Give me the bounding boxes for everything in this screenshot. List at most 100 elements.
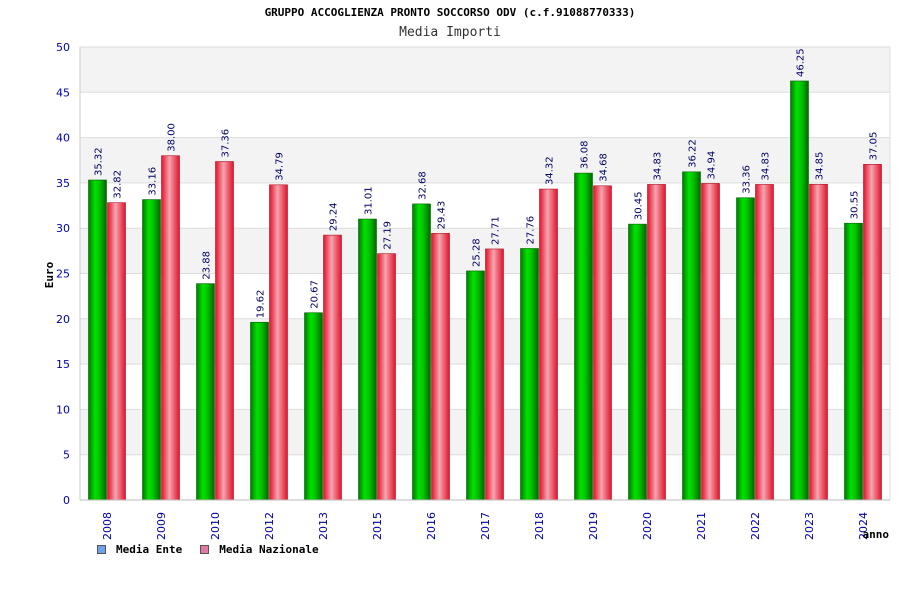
data-label: 27.19 [383, 221, 394, 250]
bar-media-nazionale [593, 185, 612, 501]
data-label: 25.28 [472, 238, 483, 267]
data-label: 36.08 [580, 140, 591, 169]
data-label: 33.36 [742, 165, 753, 194]
y-tick-label: 10 [56, 403, 70, 416]
bar-media-nazionale [863, 164, 882, 501]
bar-media-nazionale [269, 184, 288, 501]
data-label: 23.88 [202, 251, 213, 280]
grid-band [80, 47, 890, 93]
bar-media-nazionale [377, 253, 396, 501]
bar-media-ente [628, 223, 647, 501]
y-tick-label: 15 [56, 358, 70, 371]
y-tick-label: 50 [56, 41, 70, 54]
grid-band [80, 409, 890, 455]
y-tick-label: 20 [56, 313, 70, 326]
bar-media-nazionale [755, 184, 774, 501]
bar-media-nazionale [215, 161, 234, 501]
data-label: 20.67 [310, 280, 321, 309]
data-label: 36.22 [688, 139, 699, 168]
bar-media-nazionale [647, 184, 666, 501]
bars [88, 80, 882, 501]
x-tick-label: 2013 [317, 512, 330, 540]
x-tick-label: 2020 [641, 512, 654, 540]
data-label: 29.43 [437, 201, 448, 230]
data-label: 34.85 [815, 152, 826, 181]
x-tick-label: 2019 [587, 512, 600, 540]
x-tick-labels: 2008 2009 2010 2012 2013 2015 2016 2017 2018 2019… [101, 512, 870, 540]
data-label: 19.62 [256, 290, 267, 319]
bar-media-ente [466, 270, 485, 501]
legend-item-media-ente: Media Ente [97, 543, 182, 556]
chart-title: GRUPPO ACCOGLIENZA PRONTO SOCCORSO ODV (… [264, 6, 636, 19]
bar-media-ente [574, 172, 593, 501]
x-axis-label: anno [863, 528, 890, 541]
data-labels: 35.32 32.82 33.16 38.00 23.88 37.36 19.62 34.79… [94, 48, 880, 318]
data-label: 33.16 [148, 167, 159, 196]
x-tick-label: 2016 [425, 512, 438, 540]
grid-band [80, 228, 890, 274]
bar-media-ente [682, 171, 701, 501]
data-label: 34.68 [599, 153, 610, 182]
legend-label-media-ente: Media Ente [116, 543, 183, 556]
x-tick-label: 2015 [371, 512, 384, 540]
grid-bands [80, 47, 890, 455]
data-label: 27.76 [526, 216, 537, 245]
x-tick-label: 2017 [479, 512, 492, 540]
data-label: 37.05 [869, 132, 880, 161]
x-tick-label: 2024 [857, 512, 870, 540]
grid-band [80, 137, 890, 183]
legend-swatch-media-ente [97, 545, 106, 554]
bar-media-ente [412, 203, 431, 501]
x-tick-label: 2018 [533, 512, 546, 540]
x-tick-label: 2008 [101, 512, 114, 540]
bar-media-ente [196, 283, 215, 501]
data-label: 27.71 [491, 216, 502, 245]
bar-media-ente [790, 80, 809, 501]
data-label: 37.36 [221, 129, 232, 158]
data-label: 31.01 [364, 186, 375, 215]
bar-media-ente [844, 222, 863, 501]
bar-media-ente [304, 312, 323, 501]
grid-band [80, 318, 890, 365]
data-label: 34.32 [545, 156, 556, 185]
x-tick-label: 2023 [803, 512, 816, 540]
legend-swatch-media-nazionale [200, 545, 210, 554]
bar-media-nazionale [539, 188, 558, 501]
data-label: 34.83 [761, 152, 772, 181]
y-tick-labels: 0 5 10 15 20 25 30 35 40 45 50 [56, 41, 70, 507]
bar-media-nazionale [323, 234, 342, 501]
bar-media-ente [358, 218, 377, 501]
data-label: 32.68 [418, 171, 429, 200]
bar-media-nazionale [701, 183, 720, 501]
bar-media-nazionale [107, 202, 126, 501]
bar-media-ente [736, 197, 755, 501]
bar-media-ente [142, 199, 161, 501]
bar-media-nazionale [431, 233, 450, 501]
bar-media-nazionale [161, 155, 180, 501]
data-label: 34.94 [707, 151, 718, 180]
legend-item-media-nazionale: Media Nazionale [200, 543, 319, 556]
data-label: 30.45 [634, 191, 645, 220]
y-tick-label: 25 [56, 268, 70, 281]
data-label: 46.25 [796, 48, 807, 77]
bar-media-nazionale [809, 183, 828, 501]
y-tick-label: 45 [56, 86, 70, 99]
bar-media-ente [520, 248, 539, 501]
x-tick-label: 2012 [263, 512, 276, 540]
x-tick-label: 2022 [749, 512, 762, 540]
x-tick-label: 2009 [155, 512, 168, 540]
legend: Media Ente Media Nazionale [97, 543, 337, 556]
chart-subtitle: Media Importi [399, 25, 501, 40]
data-label: 34.79 [275, 152, 286, 181]
axes [79, 47, 891, 501]
gridlines [80, 46, 890, 501]
data-label: 32.82 [113, 170, 124, 199]
y-tick-label: 35 [56, 177, 70, 190]
bar-media-ente [88, 179, 107, 501]
x-tick-label: 2021 [695, 512, 708, 540]
y-tick-label: 5 [63, 449, 70, 462]
data-label: 30.55 [850, 191, 861, 220]
bar-media-nazionale [485, 248, 504, 501]
data-label: 34.83 [653, 152, 664, 181]
